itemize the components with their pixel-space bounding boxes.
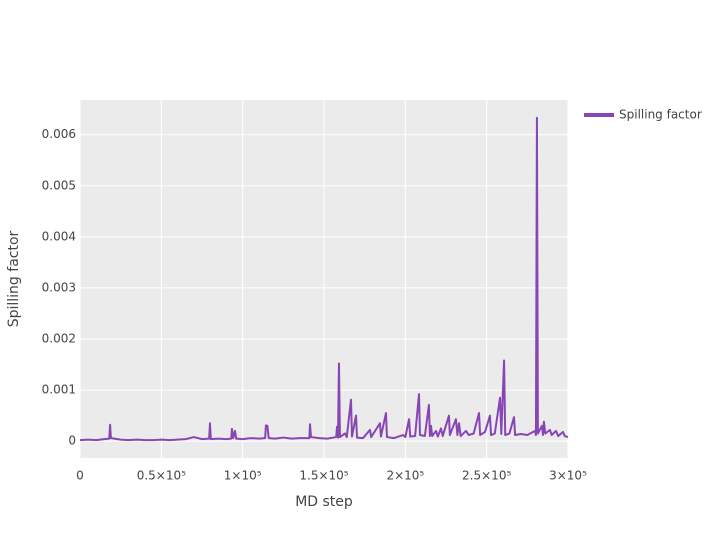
- x-tick-label: 1×10⁵: [224, 469, 262, 483]
- y-tick-label: 0.001: [42, 383, 76, 397]
- y-tick-label: 0: [68, 434, 76, 448]
- x-tick-label: 2×10⁵: [386, 469, 424, 483]
- x-tick-label: 1.5×10⁵: [299, 469, 348, 483]
- x-tick-label: 0.5×10⁵: [137, 469, 186, 483]
- x-tick-label: 2.5×10⁵: [462, 469, 511, 483]
- y-tick-label: 0.002: [42, 332, 76, 346]
- line: [79, 116, 569, 442]
- legend-label: Spilling factor: [619, 108, 702, 122]
- x-tick-label: 0: [76, 469, 84, 483]
- x-axis-title: MD step: [295, 494, 353, 510]
- y-tick-label: 0.006: [42, 127, 76, 141]
- x-tick-label: 3×10⁵: [549, 469, 587, 483]
- y-tick-label: 0.005: [42, 178, 76, 192]
- y-tick-label: 0.003: [42, 280, 76, 294]
- y-tick-label: 0.004: [42, 229, 76, 243]
- y-axis-title: Spilling factor: [6, 230, 22, 327]
